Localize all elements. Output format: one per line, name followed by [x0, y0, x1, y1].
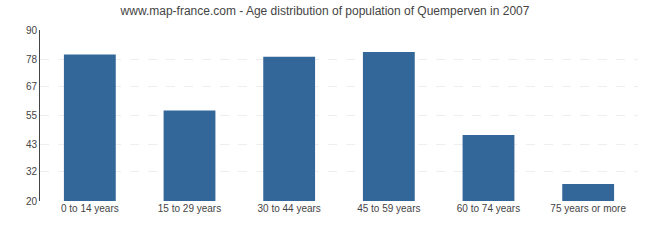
svg-text:60 to 74 years: 60 to 74 years: [457, 203, 520, 214]
svg-text:45 to 59 years: 45 to 59 years: [357, 203, 420, 214]
svg-text:78: 78: [26, 54, 38, 65]
svg-text:43: 43: [26, 139, 38, 150]
svg-text:55: 55: [26, 110, 38, 121]
svg-text:www.map-france.com - Age distr: www.map-france.com - Age distribution of…: [120, 4, 530, 18]
svg-text:15 to 29 years: 15 to 29 years: [158, 203, 221, 214]
svg-text:32: 32: [26, 166, 38, 177]
svg-text:75 years or more: 75 years or more: [550, 203, 626, 214]
svg-text:30 to 44 years: 30 to 44 years: [257, 203, 320, 214]
svg-text:90: 90: [26, 25, 38, 36]
svg-text:0 to 14 years: 0 to 14 years: [61, 203, 119, 214]
svg-text:20: 20: [26, 196, 38, 207]
svg-text:67: 67: [26, 81, 38, 92]
